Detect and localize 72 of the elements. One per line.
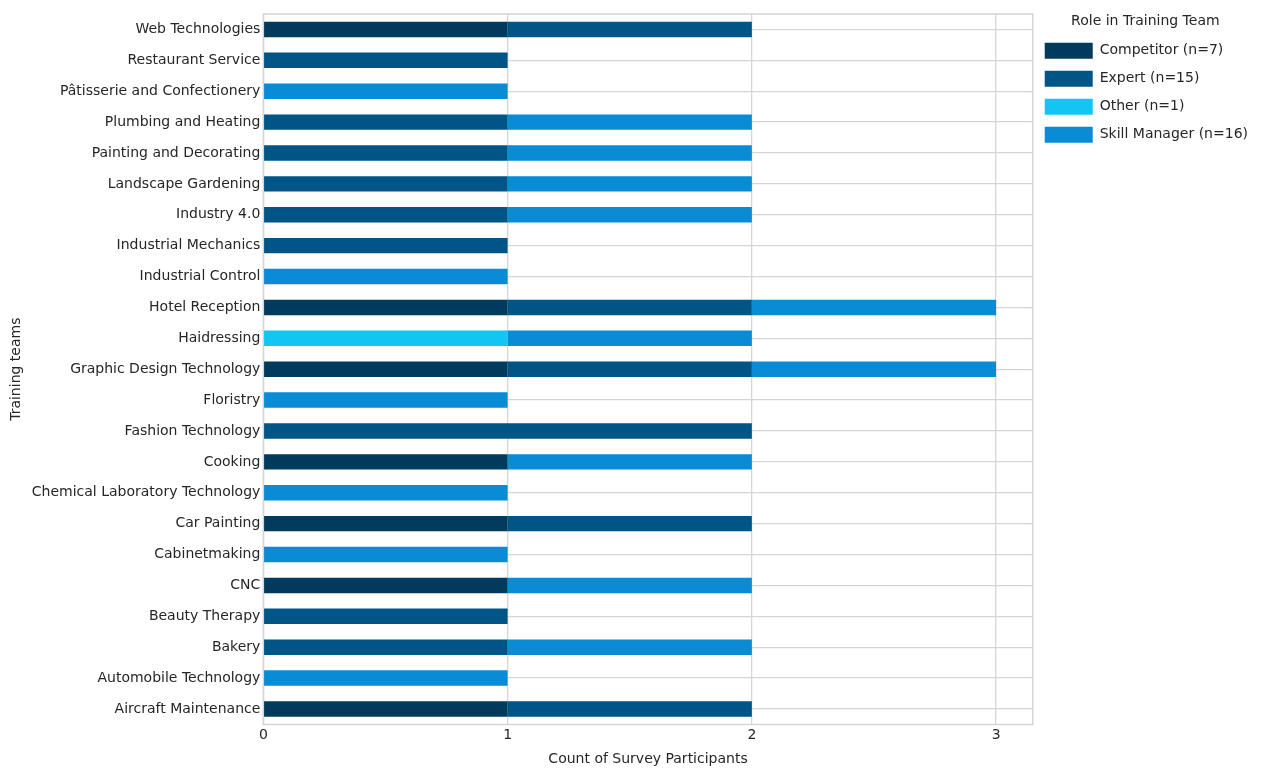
x-tick-label: 1 [503, 726, 513, 743]
bar [263, 577, 508, 594]
y-tick-label: Plumbing and Heating [104, 112, 261, 129]
x-tick-label: 2 [747, 726, 757, 743]
bar [507, 145, 752, 161]
y-tick-label: Pâtisserie and Confectionery [59, 81, 261, 98]
bar [507, 114, 752, 130]
legend-label: Skill Manager (n=16) [1099, 125, 1249, 142]
legend-label: Competitor (n=7) [1099, 41, 1224, 58]
bar [263, 361, 508, 377]
bar [507, 701, 752, 717]
bar [507, 577, 752, 594]
bar [263, 114, 508, 130]
y-tick-label: Chemical Laboratory Technology [31, 483, 261, 500]
y-tick-label: Fashion Technology [124, 421, 261, 438]
bar [263, 515, 508, 532]
bar [507, 454, 752, 470]
bar [263, 52, 508, 69]
y-tick-label: Aircraft Maintenance [114, 699, 261, 716]
bar [263, 485, 508, 501]
y-tick-label: Hotel Reception [149, 298, 261, 315]
bar [507, 21, 752, 38]
y-tick-label: CNC [230, 576, 261, 593]
bar [263, 83, 508, 99]
bar [263, 299, 508, 316]
bar [507, 207, 752, 223]
y-tick-label: Cooking [203, 452, 261, 469]
y-tick-label: Floristry [203, 390, 261, 407]
bar [507, 639, 752, 655]
y-tick-label: Painting and Decorating [91, 143, 261, 160]
bar [263, 423, 752, 439]
bar [507, 515, 752, 532]
x-tick-label: 3 [991, 726, 1001, 743]
bar [263, 608, 508, 625]
legend-title: Role in Training Team [1071, 11, 1220, 28]
bar [263, 392, 508, 408]
bar [507, 330, 752, 347]
y-tick-label: Bakery [211, 637, 261, 654]
bar [263, 268, 508, 285]
legend-label: Other (n=1) [1099, 97, 1185, 114]
y-tick-label: Restaurant Service [127, 50, 261, 67]
bar [263, 701, 508, 717]
bar [507, 361, 752, 377]
y-tick-label: Web Technologies [135, 20, 261, 37]
bar [507, 176, 752, 192]
y-tick-label: Car Painting [175, 514, 261, 531]
bar [751, 299, 997, 316]
bar [263, 454, 508, 470]
legend-label: Expert (n=15) [1099, 69, 1200, 86]
y-tick-label: Beauty Therapy [148, 606, 261, 623]
x-tick-label: 0 [258, 726, 268, 743]
y-axis-title: Training teams [7, 317, 24, 422]
bar [263, 546, 508, 563]
bar [263, 145, 508, 161]
x-axis-title: Count of Survey Participants [548, 750, 748, 767]
bar [263, 176, 508, 192]
bar [507, 299, 752, 316]
bar [751, 361, 997, 377]
y-tick-label: Automobile Technology [97, 668, 261, 685]
y-tick-label: Industrial Mechanics [116, 236, 261, 253]
y-tick-label: Graphic Design Technology [70, 359, 261, 376]
bar [263, 639, 508, 655]
y-tick-label: Cabinetmaking [154, 545, 261, 562]
y-tick-label: Industrial Control [139, 267, 261, 284]
y-tick-label: Landscape Gardening [107, 174, 261, 191]
y-tick-label: Haidressing [178, 328, 261, 345]
bar [263, 237, 508, 254]
y-tick-label: Industry 4.0 [176, 205, 261, 222]
bar [263, 21, 508, 38]
bar [263, 330, 508, 347]
bar [263, 670, 508, 686]
bar [263, 207, 508, 223]
